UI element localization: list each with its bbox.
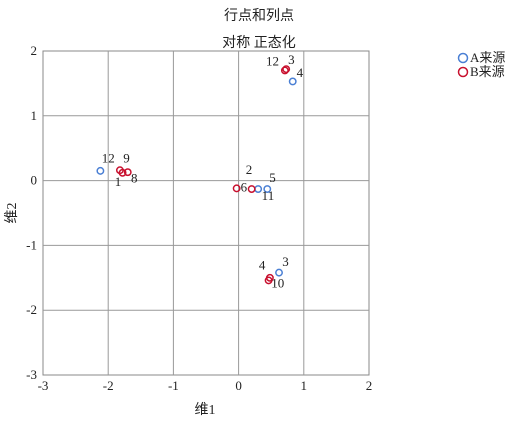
legend-label: B来源 [470,64,505,79]
data-point-series-1 [263,185,272,193]
grid-lines [43,51,369,375]
x-tick-label: 1 [301,378,308,393]
point-label: 12 [102,150,115,165]
y-tick-label: 1 [31,108,38,123]
point-label: 9 [123,150,130,165]
point-label: 3 [282,254,289,269]
data-point-series-2 [123,168,132,177]
y-tick-label: -1 [26,237,37,252]
data-point-series-2 [280,66,289,75]
point-label: 11 [262,188,275,203]
y-tick-label: 2 [31,43,38,58]
point-label: 10 [271,276,284,291]
data-points [96,65,297,285]
x-axis-label: 维1 [195,402,216,418]
data-point-series-2 [282,65,291,74]
chart-subtitle: 对称 正态化 [222,35,296,51]
data-point-series-2 [264,276,273,285]
chart-title: 行点和列点 [224,8,294,24]
x-tick-label: -1 [168,378,179,393]
x-tick-label: -2 [103,378,114,393]
data-point-series-2 [118,168,127,177]
y-tick-label: -3 [26,367,37,382]
legend-label: A来源 [470,50,505,65]
data-point-series-2 [247,185,256,193]
plot-area [42,50,370,376]
legend-marker [457,52,469,64]
x-tick-label: -3 [38,378,49,393]
point-label: 8 [131,171,138,186]
point-label: 2 [246,162,253,177]
data-point-series-1 [275,268,283,277]
point-label: 1 [115,174,122,189]
x-tick-label: 0 [235,378,242,393]
y-tick-label: -2 [26,302,37,317]
point-label: 3 [288,52,295,67]
point-label: 5 [269,170,276,185]
y-tick-label: 0 [31,173,38,188]
legend-marker [457,66,469,78]
point-label: 6 [241,180,248,195]
data-point-series-1 [288,77,297,86]
x-tick-label: 2 [366,378,373,393]
point-label: 4 [259,257,266,272]
point-label: 12 [266,53,279,68]
data-point-series-2 [232,184,241,193]
point-label: 4 [297,65,304,80]
data-point-series-1 [96,166,105,175]
y-axis-label: 维2 [4,203,20,224]
